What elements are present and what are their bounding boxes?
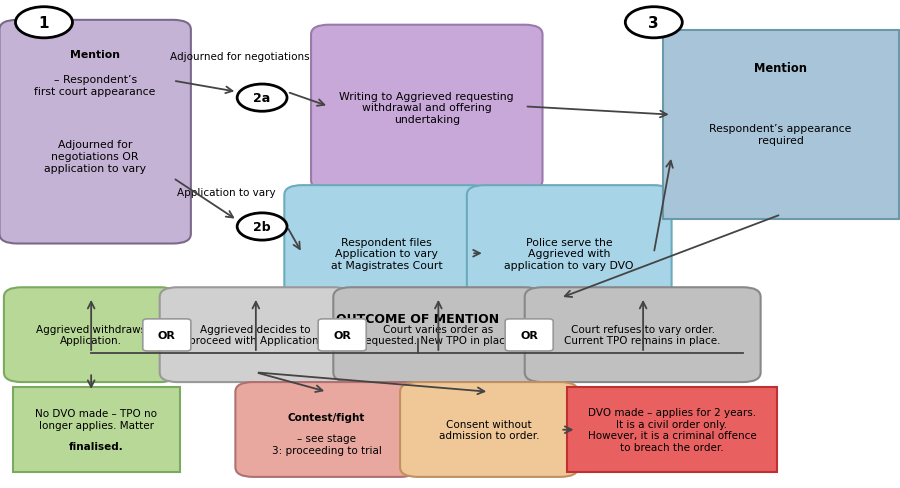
Text: DVO made – applies for 2 years.
It is a civil order only.
However, it is a crimi: DVO made – applies for 2 years. It is a … — [588, 407, 756, 452]
FancyBboxPatch shape — [4, 287, 177, 382]
Text: Mention: Mention — [754, 62, 807, 75]
Text: Respondent files
Application to vary
at Magistrates Court: Respondent files Application to vary at … — [331, 237, 443, 270]
FancyBboxPatch shape — [236, 382, 418, 477]
FancyBboxPatch shape — [467, 186, 671, 322]
FancyBboxPatch shape — [13, 387, 180, 472]
Text: Aggrieved decides to
proceed with Application.: Aggrieved decides to proceed with Applic… — [189, 324, 322, 346]
Text: 2a: 2a — [254, 92, 271, 105]
Circle shape — [238, 85, 287, 112]
Text: OR: OR — [333, 330, 351, 340]
FancyBboxPatch shape — [662, 30, 898, 220]
FancyBboxPatch shape — [567, 387, 777, 472]
Text: Police serve the
Aggrieved with
application to vary DVO: Police serve the Aggrieved with applicat… — [505, 237, 634, 270]
Text: – Respondent’s
first court appearance: – Respondent’s first court appearance — [34, 75, 156, 97]
FancyBboxPatch shape — [400, 382, 578, 477]
Text: Aggrieved withdraws
Application.: Aggrieved withdraws Application. — [36, 324, 146, 346]
Text: 2b: 2b — [253, 221, 271, 233]
Text: – see stage
3: proceeding to trial: – see stage 3: proceeding to trial — [272, 433, 382, 455]
FancyBboxPatch shape — [0, 21, 191, 244]
FancyBboxPatch shape — [333, 287, 543, 382]
FancyBboxPatch shape — [284, 186, 489, 322]
Text: 3: 3 — [649, 16, 659, 31]
Ellipse shape — [168, 299, 667, 340]
Text: Court refuses to vary order.
Current TPO remains in place.: Court refuses to vary order. Current TPO… — [564, 324, 721, 346]
Text: Writing to Aggrieved requesting
withdrawal and offering
undertaking: Writing to Aggrieved requesting withdraw… — [339, 92, 514, 125]
Text: Consent without
admission to order.: Consent without admission to order. — [439, 419, 539, 440]
FancyBboxPatch shape — [525, 287, 760, 382]
Text: Application to vary: Application to vary — [177, 188, 275, 198]
Text: Contest/fight: Contest/fight — [288, 412, 365, 423]
FancyBboxPatch shape — [311, 26, 543, 191]
FancyBboxPatch shape — [143, 319, 191, 351]
Text: OR: OR — [158, 330, 176, 340]
Text: Mention: Mention — [70, 50, 121, 60]
FancyBboxPatch shape — [319, 319, 366, 351]
FancyBboxPatch shape — [159, 287, 351, 382]
Text: No DVO made – TPO no
longer applies. Matter: No DVO made – TPO no longer applies. Mat… — [35, 408, 157, 430]
Text: Adjourned for
negotiations OR
application to vary: Adjourned for negotiations OR applicatio… — [44, 140, 146, 173]
Text: 1: 1 — [39, 16, 50, 31]
Circle shape — [626, 8, 682, 39]
Circle shape — [15, 8, 73, 39]
Text: Respondent’s appearance
required: Respondent’s appearance required — [709, 124, 851, 145]
Circle shape — [238, 213, 287, 241]
Text: finalised.: finalised. — [69, 442, 124, 451]
FancyBboxPatch shape — [505, 319, 554, 351]
Text: Adjourned for negotiations: Adjourned for negotiations — [170, 52, 310, 62]
Text: OUTCOME OF MENTION: OUTCOME OF MENTION — [337, 313, 500, 325]
Text: Court varies order as
requested. New TPO in place.: Court varies order as requested. New TPO… — [361, 324, 515, 346]
Text: OR: OR — [520, 330, 538, 340]
